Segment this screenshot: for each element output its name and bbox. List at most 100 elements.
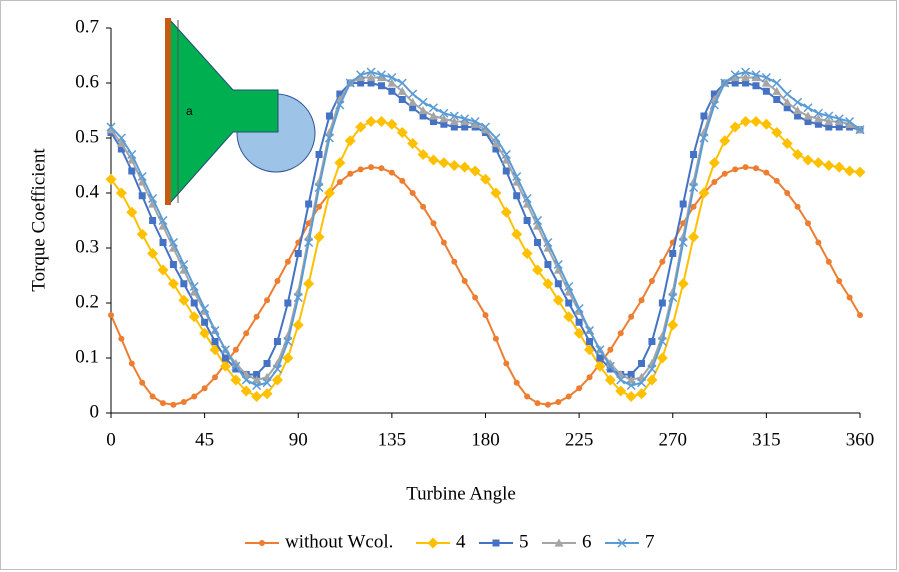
y-tick-label: 0.3	[75, 236, 99, 257]
marker	[149, 393, 156, 400]
marker	[731, 79, 739, 87]
marker	[668, 287, 678, 296]
marker	[292, 319, 304, 331]
marker	[127, 149, 137, 160]
marker	[115, 187, 127, 199]
marker	[606, 365, 614, 373]
marker	[220, 345, 230, 355]
marker	[669, 250, 677, 257]
marker	[263, 360, 271, 367]
marker	[825, 258, 832, 265]
marker	[804, 220, 811, 227]
y-tick-label: 0.4	[75, 181, 99, 202]
legend-item: 7	[605, 531, 655, 552]
marker	[573, 327, 585, 339]
marker	[857, 312, 863, 319]
marker	[439, 114, 449, 123]
marker	[128, 167, 136, 175]
marker	[833, 161, 845, 173]
marker	[793, 106, 803, 115]
marker	[576, 385, 583, 392]
marker	[845, 119, 855, 128]
marker	[534, 239, 542, 246]
marker	[607, 346, 614, 353]
marker	[732, 166, 739, 173]
series	[106, 67, 865, 391]
marker	[814, 120, 822, 128]
marker	[617, 330, 624, 337]
marker	[763, 169, 770, 176]
marker	[565, 393, 572, 400]
y-tick-label: 0.5	[75, 126, 99, 147]
legend-item: 6	[542, 531, 592, 552]
marker	[355, 121, 367, 133]
marker	[794, 203, 801, 210]
legend-item: without Wcol.	[245, 531, 393, 552]
y-tick-label: 0.1	[75, 346, 99, 367]
marker	[469, 165, 481, 177]
marker	[324, 133, 334, 143]
marker	[283, 336, 293, 347]
marker	[284, 299, 292, 307]
marker	[709, 100, 719, 110]
marker	[492, 335, 499, 342]
marker	[813, 114, 823, 123]
marker	[813, 108, 823, 118]
legend-marker	[554, 538, 564, 547]
marker	[377, 82, 385, 90]
marker	[615, 385, 627, 397]
marker	[210, 325, 220, 336]
marker	[637, 378, 647, 388]
marker	[627, 371, 635, 378]
marker	[461, 123, 469, 131]
marker	[803, 103, 813, 113]
marker	[428, 111, 438, 120]
marker	[783, 104, 791, 112]
marker	[438, 157, 450, 169]
marker	[679, 200, 687, 208]
marker	[825, 123, 833, 131]
y-tick-label: 0.7	[75, 16, 99, 37]
marker	[552, 294, 564, 306]
marker	[720, 78, 730, 88]
legend-label: 7	[645, 531, 655, 552]
legend-label: without Wcol.	[285, 531, 393, 552]
marker	[282, 352, 294, 364]
marker	[439, 108, 449, 118]
marker	[605, 361, 615, 371]
legend-label: 5	[519, 531, 529, 552]
marker	[815, 239, 822, 246]
marker	[167, 278, 179, 290]
marker	[388, 87, 396, 95]
marker	[794, 112, 802, 120]
marker	[563, 311, 575, 323]
marker	[772, 86, 782, 95]
marker	[323, 187, 335, 199]
marker	[219, 360, 231, 372]
legend-label: 4	[456, 531, 466, 552]
marker	[490, 187, 502, 199]
marker	[511, 228, 523, 240]
legend-marker	[492, 539, 500, 547]
marker	[179, 259, 189, 270]
marker	[138, 192, 146, 200]
marker	[336, 179, 343, 185]
marker	[243, 330, 250, 337]
marker	[118, 335, 125, 342]
marker	[668, 292, 678, 303]
marker	[543, 237, 553, 248]
marker	[845, 116, 855, 127]
marker	[574, 303, 584, 314]
marker	[108, 312, 114, 319]
marker	[710, 90, 718, 98]
marker	[638, 360, 646, 367]
marker	[428, 103, 439, 113]
marker	[417, 149, 429, 160]
marker	[846, 294, 853, 301]
marker	[408, 97, 418, 106]
marker	[399, 177, 406, 184]
marker	[792, 149, 804, 160]
marker	[231, 361, 241, 371]
marker	[784, 190, 791, 196]
marker	[595, 345, 605, 355]
